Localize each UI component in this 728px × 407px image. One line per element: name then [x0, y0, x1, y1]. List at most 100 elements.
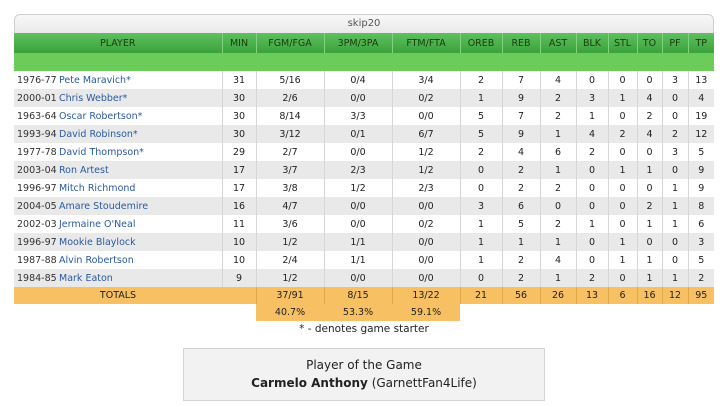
stat-fg: 3/6 [255, 215, 325, 233]
stat-pts: 19 [687, 107, 715, 125]
potg-by: (GarnettFan4Life) [371, 376, 477, 390]
stat-fg: 2/4 [255, 251, 325, 269]
col-to[interactable]: TO [636, 33, 663, 53]
stat-stl: 0 [607, 197, 638, 215]
player-name-link[interactable]: Oscar Robertson* [59, 107, 223, 125]
stat-to: 1 [636, 161, 663, 179]
potg-line: Carmelo Anthony (GarnettFan4Life) [184, 376, 544, 390]
stat-stl: 0 [607, 143, 638, 161]
totals-reb: 56 [501, 287, 541, 304]
stat-ast: 1 [539, 161, 577, 179]
stat-min: 29 [221, 143, 257, 161]
player-row: 2002-03 Jermaine O'Neal 11 3/6 0/0 0/2 1 5 2 1 0 1 1… [14, 215, 715, 233]
player-row: 1996-97 Mookie Blaylock 10 1/2 1/1 0/0 1 1 1 0 1 0 0… [14, 233, 715, 251]
stat-ast: 0 [539, 197, 577, 215]
stat-pts: 5 [687, 143, 715, 161]
stat-to: 1 [636, 251, 663, 269]
stat-ft: 2/3 [391, 179, 461, 197]
stat-pf: 1 [661, 215, 689, 233]
box-score: skip20 PLAYER MIN FGM/FGA 3PM/3PA FTM/FT… [14, 14, 715, 335]
stat-pts: 5 [687, 251, 715, 269]
stat-blk: 2 [575, 143, 609, 161]
stat-stl: 0 [607, 215, 638, 233]
totals-ast: 26 [539, 287, 577, 304]
col-min[interactable]: MIN [221, 33, 257, 53]
stat-fg: 2/7 [255, 143, 325, 161]
stat-pf: 0 [661, 161, 689, 179]
stat-reb: 9 [501, 125, 541, 143]
3p-pct: 53.3% [324, 304, 393, 321]
player-name-link[interactable]: Mookie Blaylock [59, 233, 223, 251]
player-season: 1996-97 [14, 233, 59, 251]
stat-fg: 2/6 [255, 89, 325, 107]
player-season: 1993-94 [14, 125, 59, 143]
stat-tp3: 2/3 [323, 161, 393, 179]
stat-stl: 0 [607, 269, 638, 287]
stat-min: 31 [221, 71, 257, 89]
stat-pts: 12 [687, 125, 715, 143]
col-reb[interactable]: REB [501, 33, 541, 53]
totals-row: TOTALS 37/91 8/15 13/22 21 56 26 13 6 16… [14, 287, 715, 304]
col-ast[interactable]: AST [539, 33, 577, 53]
stat-reb: 2 [501, 251, 541, 269]
stat-ast: 1 [539, 125, 577, 143]
stat-fg: 4/7 [255, 197, 325, 215]
col-blk[interactable]: BLK [575, 33, 609, 53]
totals-oreb: 21 [459, 287, 503, 304]
stat-tp3: 0/0 [323, 143, 393, 161]
totals-blk: 13 [575, 287, 609, 304]
player-name-link[interactable]: David Thompson* [59, 143, 223, 161]
player-name-link[interactable]: Amare Stoudemire [59, 197, 223, 215]
stat-ast: 6 [539, 143, 577, 161]
stat-min: 9 [221, 269, 257, 287]
stat-ft: 1/2 [391, 161, 461, 179]
percentages-row: 40.7% 53.3% 59.1% [14, 304, 714, 321]
stat-stl: 0 [607, 71, 638, 89]
col-3p[interactable]: 3PM/3PA [323, 33, 393, 53]
stat-oreb: 5 [459, 107, 503, 125]
col-oreb[interactable]: OREB [459, 33, 503, 53]
stat-stl: 1 [607, 161, 638, 179]
stat-blk: 4 [575, 125, 609, 143]
stat-fg: 8/14 [255, 107, 325, 125]
box-score-table: PLAYER MIN FGM/FGA 3PM/3PA FTM/FTA OREB … [14, 33, 715, 321]
col-ft[interactable]: FTM/FTA [391, 33, 461, 53]
stat-min: 30 [221, 107, 257, 125]
player-name-link[interactable]: Chris Webber* [59, 89, 223, 107]
player-name-link[interactable]: Jermaine O'Neal [59, 215, 223, 233]
stat-min: 11 [221, 215, 257, 233]
col-pf[interactable]: PF [661, 33, 689, 53]
stat-pts: 6 [687, 215, 715, 233]
stat-ast: 2 [539, 89, 577, 107]
stat-pf: 3 [661, 143, 689, 161]
stat-pts: 8 [687, 197, 715, 215]
stat-to: 2 [636, 107, 663, 125]
player-name-link[interactable]: David Robinson* [59, 125, 223, 143]
stat-fg: 3/12 [255, 125, 325, 143]
player-name-link[interactable]: Mark Eaton [59, 269, 223, 287]
stat-tp3: 0/0 [323, 89, 393, 107]
stat-tp3: 1/2 [323, 179, 393, 197]
stat-reb: 9 [501, 89, 541, 107]
stat-reb: 2 [501, 269, 541, 287]
stat-min: 17 [221, 179, 257, 197]
stat-ast: 1 [539, 233, 577, 251]
stat-ft: 0/0 [391, 251, 461, 269]
player-name-link[interactable]: Mitch Richmond [59, 179, 223, 197]
player-name-link[interactable]: Pete Maravich* [59, 71, 223, 89]
stat-reb: 6 [501, 197, 541, 215]
stat-to: 0 [636, 143, 663, 161]
col-stl[interactable]: STL [607, 33, 638, 53]
col-tp[interactable]: TP [687, 33, 715, 53]
potg-title: Player of the Game [306, 358, 422, 372]
col-player[interactable]: PLAYER [14, 33, 223, 53]
potg-name: Carmelo Anthony [251, 376, 368, 390]
col-fg[interactable]: FGM/FGA [255, 33, 325, 53]
stat-blk: 0 [575, 161, 609, 179]
stat-pf: 2 [661, 125, 689, 143]
stat-tp3: 1/1 [323, 233, 393, 251]
player-name-link[interactable]: Alvin Robertson [59, 251, 223, 269]
stat-blk: 1 [575, 107, 609, 125]
stat-ft: 0/2 [391, 215, 461, 233]
player-name-link[interactable]: Ron Artest [59, 161, 223, 179]
